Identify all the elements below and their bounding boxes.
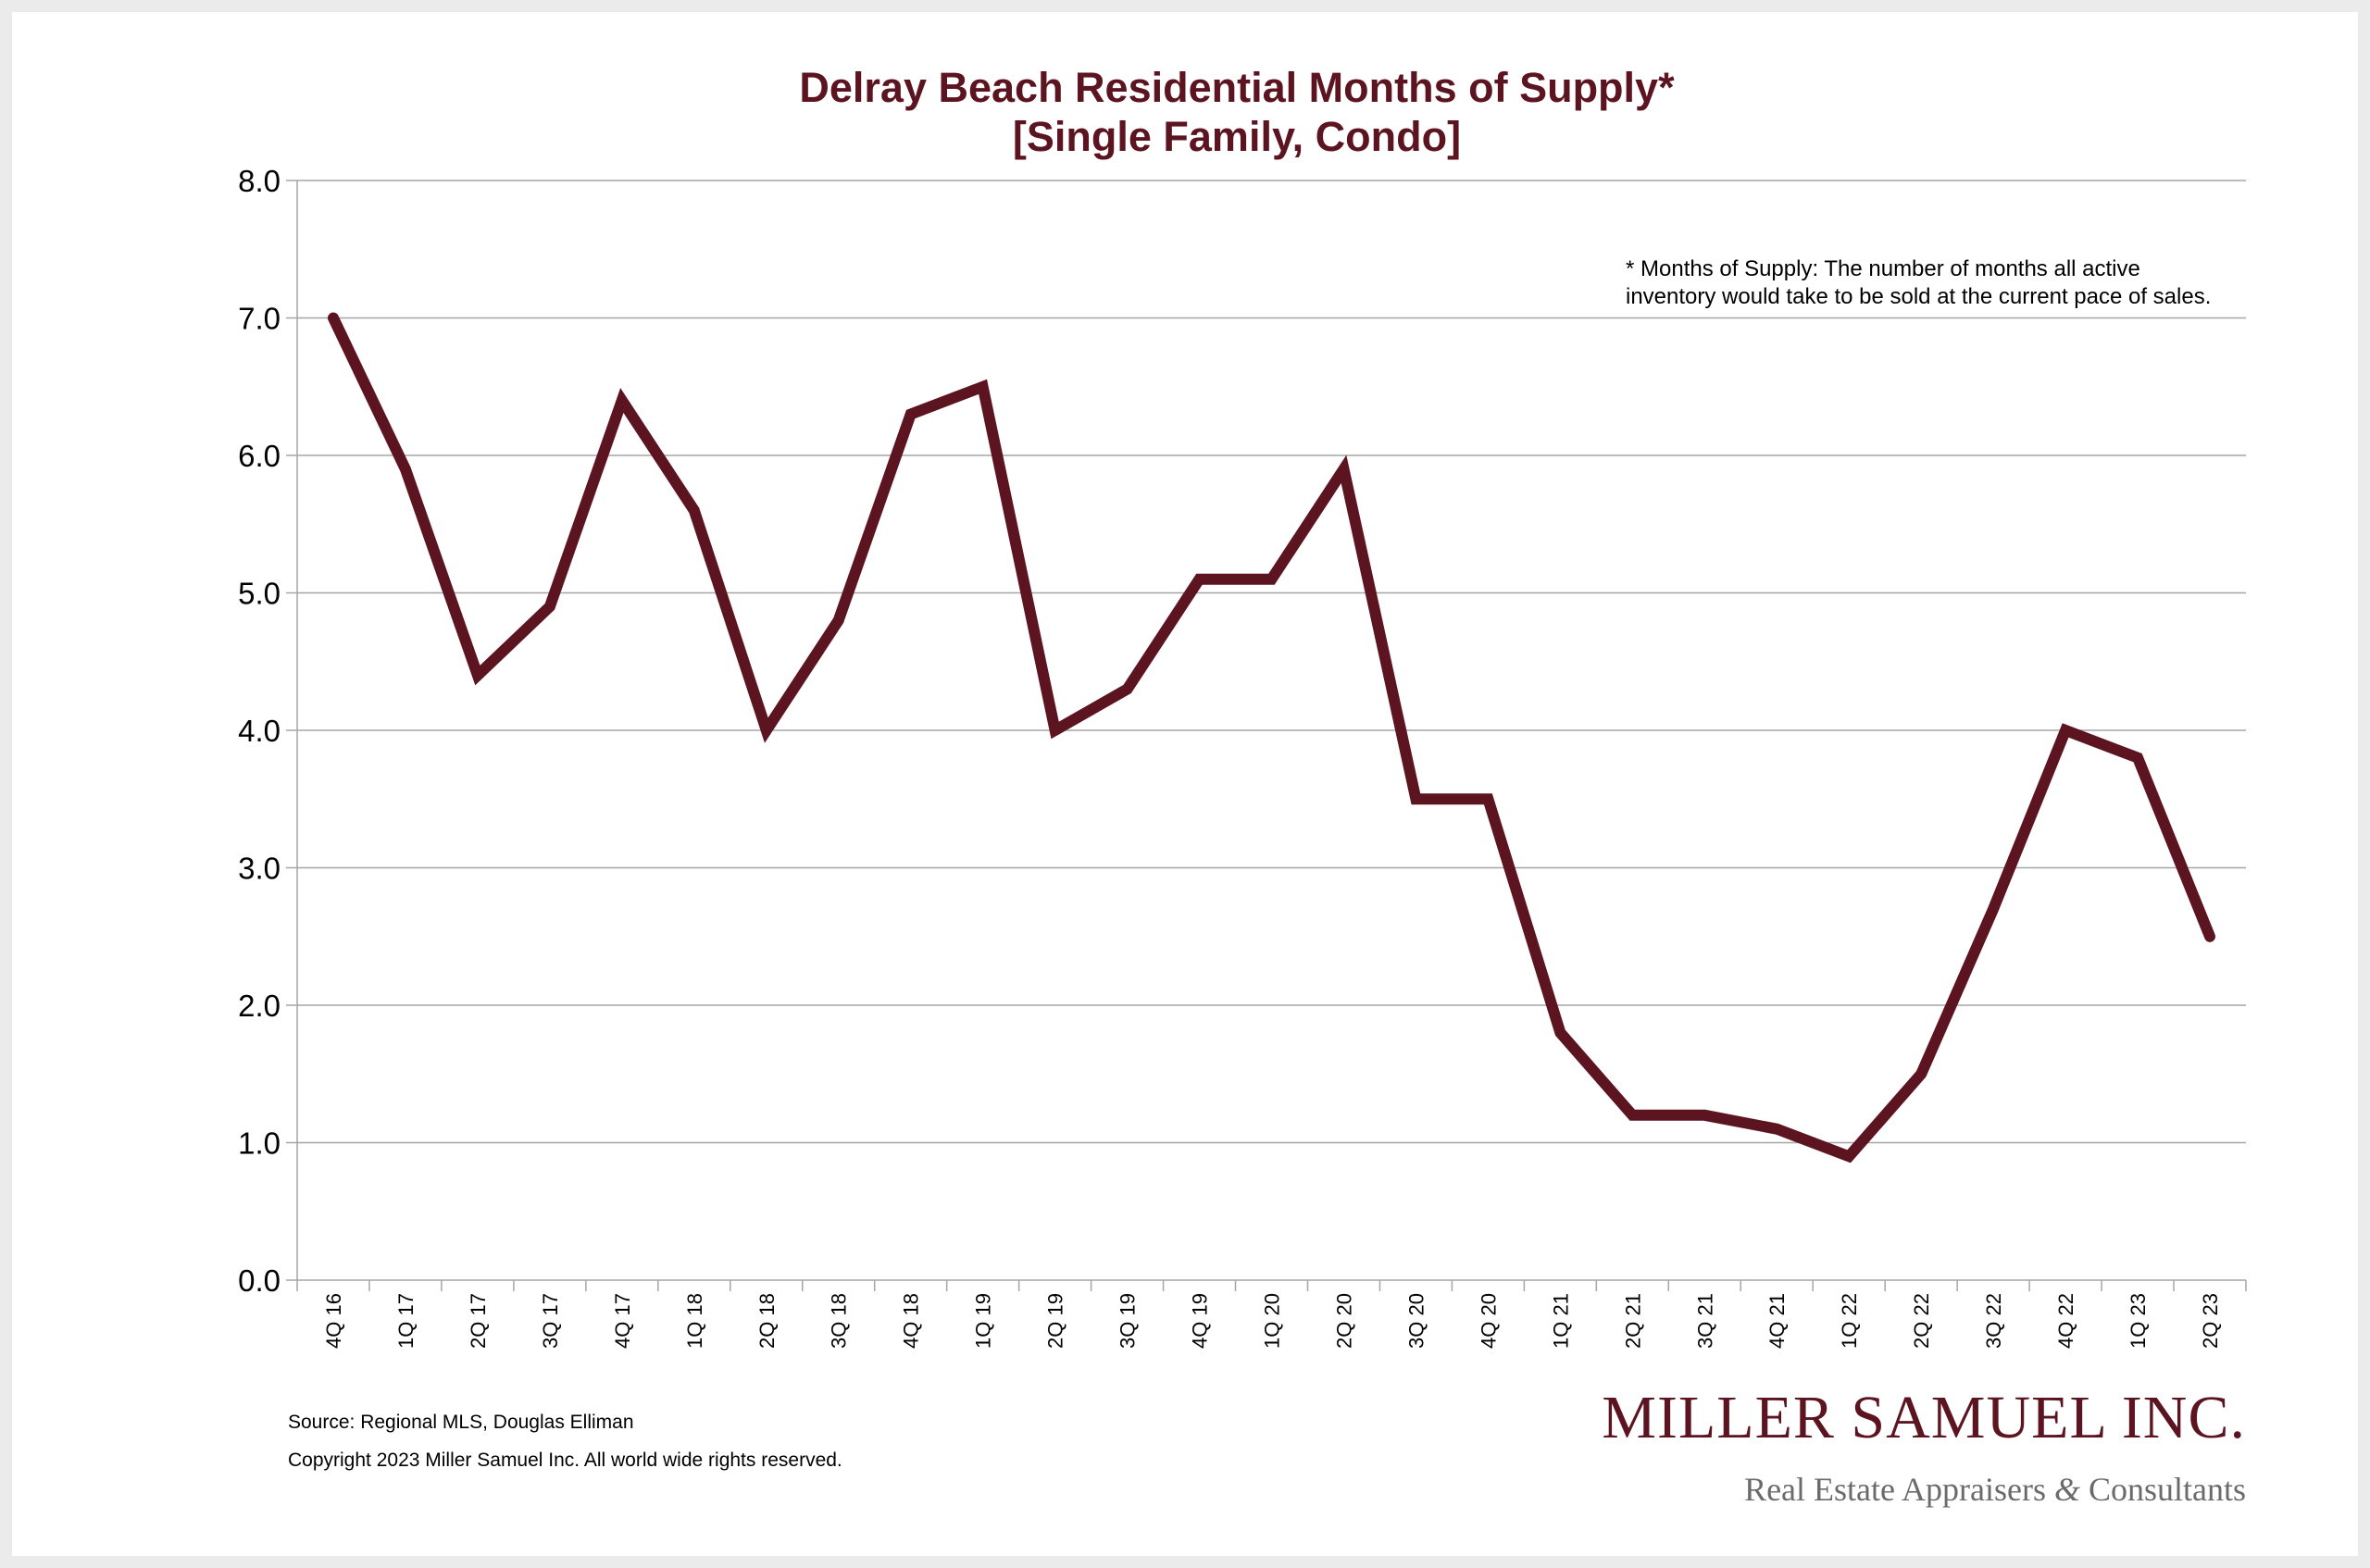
data-point	[1338, 464, 1349, 475]
x-tick-label: 1Q 19	[972, 1293, 995, 1349]
logo-company-name: MILLER SAMUEL INC.	[1602, 1384, 2246, 1451]
y-tick-label: 7.0	[238, 302, 281, 336]
x-tick-label: 2Q 22	[1910, 1293, 1933, 1349]
x-tick-label: 3Q 19	[1116, 1293, 1140, 1349]
data-point	[328, 313, 339, 324]
x-tick-label: 2Q 23	[2199, 1293, 2222, 1349]
y-tick-label: 4.0	[238, 714, 281, 748]
data-point	[1843, 1151, 1854, 1162]
x-tick-label: 3Q 20	[1404, 1293, 1428, 1349]
data-point	[544, 601, 555, 612]
x-tick-label: 1Q 18	[683, 1293, 706, 1349]
footnote-line1: * Months of Supply: The number of months…	[1626, 256, 2140, 281]
y-tick-labels: 0.0 1.0 2.0 3.0 4.0 5.0 6.0 7.0 8.0	[238, 164, 281, 1298]
data-point	[1266, 574, 1278, 585]
x-tick-label: 2Q 18	[755, 1293, 779, 1349]
footnote-line2: inventory would take to be sold at the c…	[1626, 284, 2211, 309]
y-tick-label: 0.0	[238, 1263, 281, 1298]
axes	[286, 180, 2247, 1291]
data-point	[1699, 1110, 1710, 1121]
x-tick-label: 2Q 19	[1044, 1293, 1067, 1349]
x-tick-label: 3Q 22	[1982, 1293, 2005, 1349]
x-tick-label: 2Q 21	[1621, 1293, 1644, 1349]
data-point	[905, 408, 917, 419]
data-point	[1122, 683, 1133, 694]
x-tick-label: 4Q 20	[1477, 1293, 1500, 1349]
data-point	[1050, 725, 1061, 736]
data-point	[978, 381, 989, 392]
source-text: Source: Regional MLS, Douglas Elliman	[288, 1412, 634, 1433]
x-tick-label: 3Q 17	[539, 1293, 562, 1349]
x-tick-labels: 4Q 16 1Q 17 2Q 17 3Q 17 4Q 17 1Q 18 2Q 18 3Q 18…	[322, 1293, 2222, 1349]
x-tick-label: 2Q 17	[467, 1293, 490, 1349]
gridlines	[297, 180, 2246, 1144]
x-tick-label: 3Q 18	[828, 1293, 851, 1349]
x-tick-label: 4Q 19	[1189, 1293, 1212, 1349]
x-tick-label: 4Q 16	[322, 1293, 345, 1349]
chart-title-line1: Delray Beach Residential Months of Suppl…	[799, 64, 1675, 111]
data-point	[1627, 1110, 1638, 1121]
data-point	[1988, 903, 1999, 915]
chart-card: Delray Beach Residential Months of Suppl…	[12, 12, 2358, 1556]
y-tick-label: 5.0	[238, 577, 281, 611]
x-tick-label: 2Q 20	[1332, 1293, 1355, 1349]
x-tick-label: 1Q 17	[394, 1293, 418, 1349]
x-tick-label: 1Q 21	[1549, 1293, 1572, 1349]
data-point	[1771, 1124, 1782, 1135]
x-tick-label: 1Q 22	[1838, 1293, 1861, 1349]
data-point	[1194, 574, 1205, 585]
x-tick-label: 3Q 21	[1693, 1293, 1716, 1349]
series-layer	[328, 312, 2215, 1164]
data-point	[2204, 931, 2215, 942]
logo-tagline: Real Estate Appraisers & Consultants	[1744, 1471, 2246, 1508]
x-tick-label: 4Q 17	[611, 1293, 634, 1349]
data-point	[1482, 793, 1493, 804]
data-point	[400, 464, 411, 475]
x-tick-label: 4Q 18	[900, 1293, 923, 1349]
data-point	[617, 395, 628, 406]
copyright-text: Copyright 2023 Miller Samuel Inc. All wo…	[288, 1450, 842, 1471]
y-tick-label: 6.0	[238, 439, 281, 473]
data-point	[1554, 1027, 1565, 1039]
y-tick-label: 3.0	[238, 852, 281, 886]
data-point	[1915, 1068, 1927, 1079]
x-tick-label: 1Q 20	[1261, 1293, 1284, 1349]
series-line	[328, 312, 2215, 1164]
data-point	[472, 670, 483, 681]
x-tick-label: 1Q 23	[2127, 1293, 2150, 1349]
y-tick-label: 8.0	[238, 164, 281, 198]
x-tick-label: 4Q 22	[2054, 1293, 2077, 1349]
x-tick-label: 4Q 21	[1765, 1293, 1789, 1349]
y-tick-label: 2.0	[238, 989, 281, 1023]
data-point	[1410, 793, 1421, 804]
data-point	[833, 615, 844, 626]
data-point	[2132, 753, 2143, 764]
line-chart: Delray Beach Residential Months of Suppl…	[238, 64, 2247, 1508]
data-point	[761, 725, 772, 736]
data-point	[689, 504, 700, 516]
data-point	[2060, 725, 2071, 736]
chart-title-line2: [Single Family, Condo]	[1013, 113, 1461, 160]
y-tick-label: 1.0	[238, 1126, 281, 1161]
